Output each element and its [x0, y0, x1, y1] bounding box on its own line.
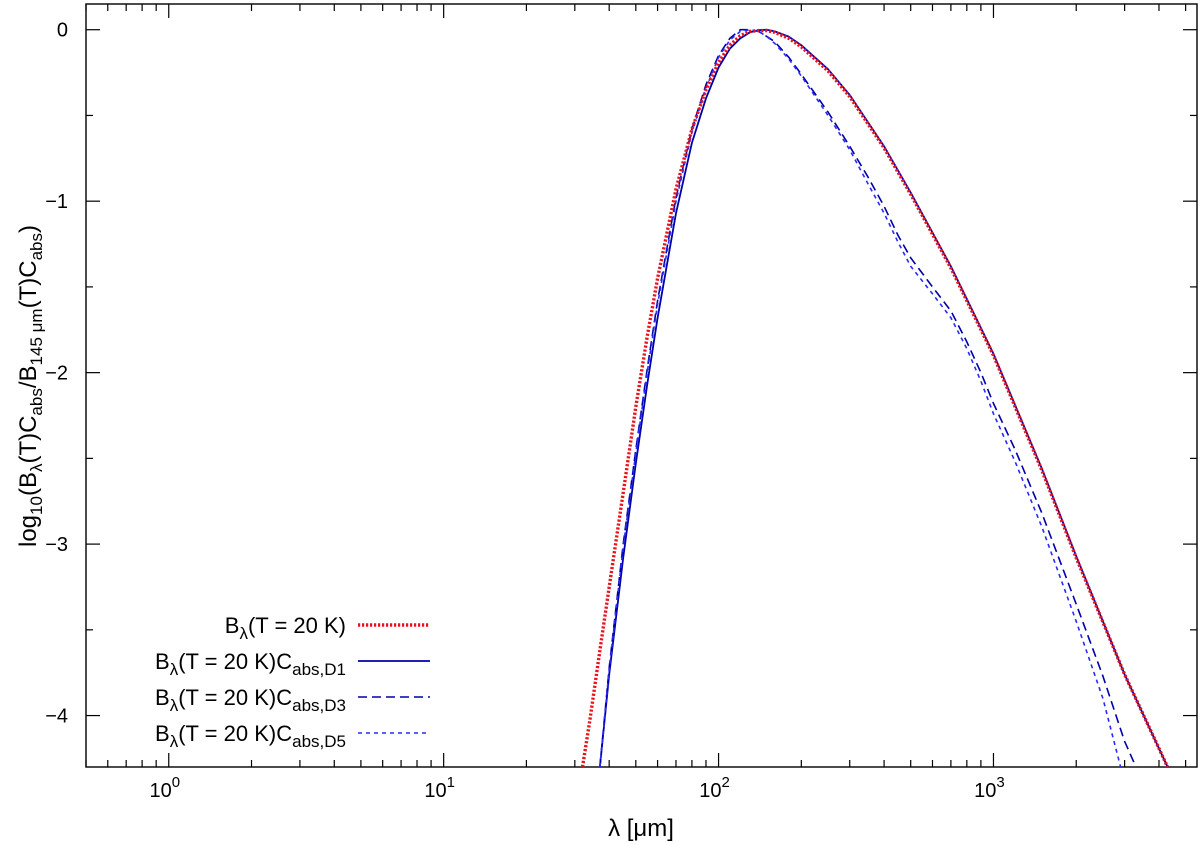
legend-entry-label-3: Bλ(T = 20 K)Cabs,D3: [155, 685, 346, 715]
x-tick-label: 103: [974, 774, 1005, 802]
x-tick-label: 102: [699, 774, 730, 802]
y-tick-label: −3: [45, 534, 68, 556]
series-lines: [580, 28, 1170, 767]
x-tick-label: 100: [149, 774, 180, 802]
legend-entry-label-2: Bλ(T = 20 K)Cabs,D1: [155, 649, 346, 679]
y-tick-label: −2: [45, 363, 68, 385]
series-line-3: [599, 28, 1137, 767]
x-tick-labels: 100 101 102 103: [149, 774, 1004, 802]
y-tick-label: 0: [57, 20, 68, 42]
y-tick-label: −4: [45, 706, 68, 728]
x-tick-label: 101: [424, 774, 455, 802]
series-line-2: [599, 28, 1169, 767]
legend: Bλ(T = 20 K) Bλ(T = 20 K)Cabs,D1 Bλ(T = 20…: [155, 613, 430, 751]
legend-entry-label-4: Bλ(T = 20 K)Cabs,D5: [155, 721, 346, 751]
y-tick-labels: 0 −1 −2 −3 −4: [45, 20, 68, 728]
series-line-4: [599, 28, 1122, 767]
y-axis-title: log10(Bλ(T)Cabs/B145 μm(T)Cabs): [15, 225, 46, 547]
legend-entry-label-1: Bλ(T = 20 K): [225, 613, 346, 643]
series-line-1: [580, 28, 1170, 767]
y-tick-label: −1: [45, 191, 68, 213]
plot-frame: [85, 3, 1198, 768]
x-axis-title: λ [μm]: [608, 815, 674, 842]
tick-marks: [85, 4, 1197, 767]
